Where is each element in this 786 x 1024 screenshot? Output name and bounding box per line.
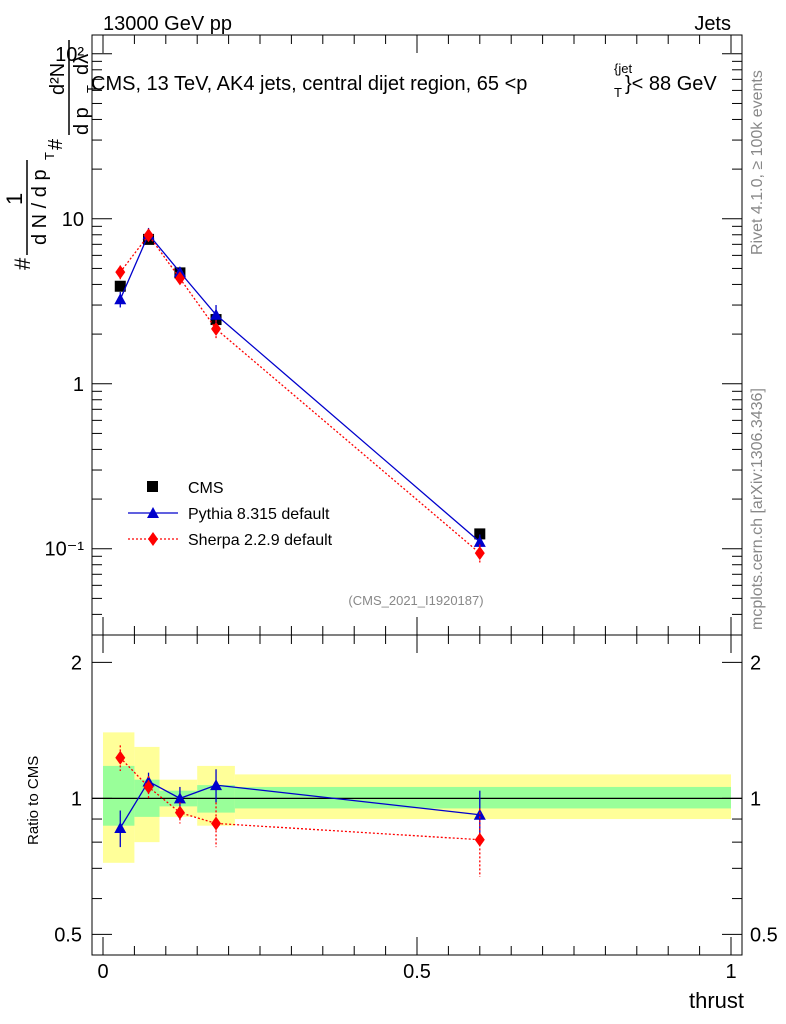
pythia-point — [210, 308, 223, 320]
ratio-sherpa-point — [174, 805, 185, 820]
header-right: Jets — [694, 13, 731, 35]
x-tick-label: 1 — [725, 961, 736, 983]
title-end: }< 88 GeV — [625, 73, 717, 95]
ratio-band-inner — [234, 786, 731, 809]
cms-point — [474, 528, 486, 540]
ratio-y-tick-label-right: 1 — [750, 788, 761, 810]
y-tick-label: 1 — [73, 374, 84, 396]
y-label-num2: d p — [71, 107, 93, 135]
y-label-den: d N / d p — [29, 169, 51, 245]
legend: CMS Pythia 8.315 default Sherpa 2.2.9 de… — [128, 480, 333, 549]
ratio-pythia-point — [210, 779, 223, 791]
rivet-label: Rivet 4.1.0, ≥ 100k events — [749, 70, 766, 255]
series-line-pythia — [119, 233, 481, 543]
ratio-sherpa-point — [211, 816, 222, 831]
analysis-tag: (CMS_2021_I1920187) — [348, 593, 483, 608]
legend-sherpa-marker — [148, 532, 158, 546]
mcplots-label: mcplots.cern.ch [arXiv:1306.3436] — [749, 388, 766, 630]
title-sub: T — [614, 85, 622, 100]
y-tick-label: 10² — [55, 44, 84, 66]
cms-point — [114, 280, 126, 292]
ratio-y-tick-label-right: 0.5 — [750, 924, 778, 946]
sherpa-point — [211, 321, 222, 336]
x-tick-label: 0 — [97, 961, 108, 983]
x-axis-label: thrust — [689, 988, 744, 1013]
sherpa-point — [115, 265, 126, 280]
y-label-den-T: T — [42, 152, 57, 160]
ratio-y-tick-label: 0.5 — [54, 924, 82, 946]
ratio-sherpa-point — [474, 832, 485, 847]
y-tick-label: 10⁻¹ — [45, 539, 85, 561]
chart-title: CMS, 13 TeV, AK4 jets, central dijet reg… — [91, 61, 717, 100]
sherpa-point — [143, 228, 154, 243]
legend-cms-marker — [147, 481, 158, 492]
series-line-sherpa — [119, 234, 481, 554]
legend-pythia-label: Pythia 8.315 default — [188, 506, 330, 523]
y-axis-label: # 1 d N / d p T # d²N d p T dλ — [2, 40, 99, 270]
title-sup: {jet — [614, 61, 632, 76]
y-tick-label: 10 — [62, 209, 84, 231]
y-label-hash2: # — [45, 138, 67, 150]
ratio-sherpa-point — [143, 779, 154, 794]
y-label-hash: # — [10, 257, 35, 270]
ratio-band-inner — [103, 765, 135, 826]
ratio-pythia-point — [173, 792, 186, 804]
legend-sherpa-label: Sherpa 2.2.9 default — [188, 532, 333, 549]
ratio-y-tick-label: 2 — [71, 652, 82, 674]
title-main: CMS, 13 TeV, AK4 jets, central dijet reg… — [91, 73, 527, 95]
ratio-y-tick-label: 1 — [71, 788, 82, 810]
y-label-num: d²N — [47, 63, 69, 95]
pythia-point — [473, 535, 486, 547]
ratio-y-label: Ratio to CMS — [25, 756, 42, 845]
ratio-y-tick-label-right: 2 — [750, 652, 761, 674]
y-label-lam: dλ — [71, 54, 93, 75]
sherpa-point — [174, 271, 185, 286]
legend-cms-label: CMS — [188, 480, 224, 497]
ratio-pythia-point — [114, 821, 127, 833]
legend-pythia-marker — [147, 507, 159, 518]
sherpa-point — [474, 546, 485, 561]
x-tick-label: 0.5 — [403, 961, 431, 983]
ratio-sherpa-point — [115, 750, 126, 765]
y-label-one: 1 — [2, 193, 27, 205]
header-left: 13000 GeV pp — [103, 13, 232, 35]
pythia-point — [114, 293, 127, 305]
